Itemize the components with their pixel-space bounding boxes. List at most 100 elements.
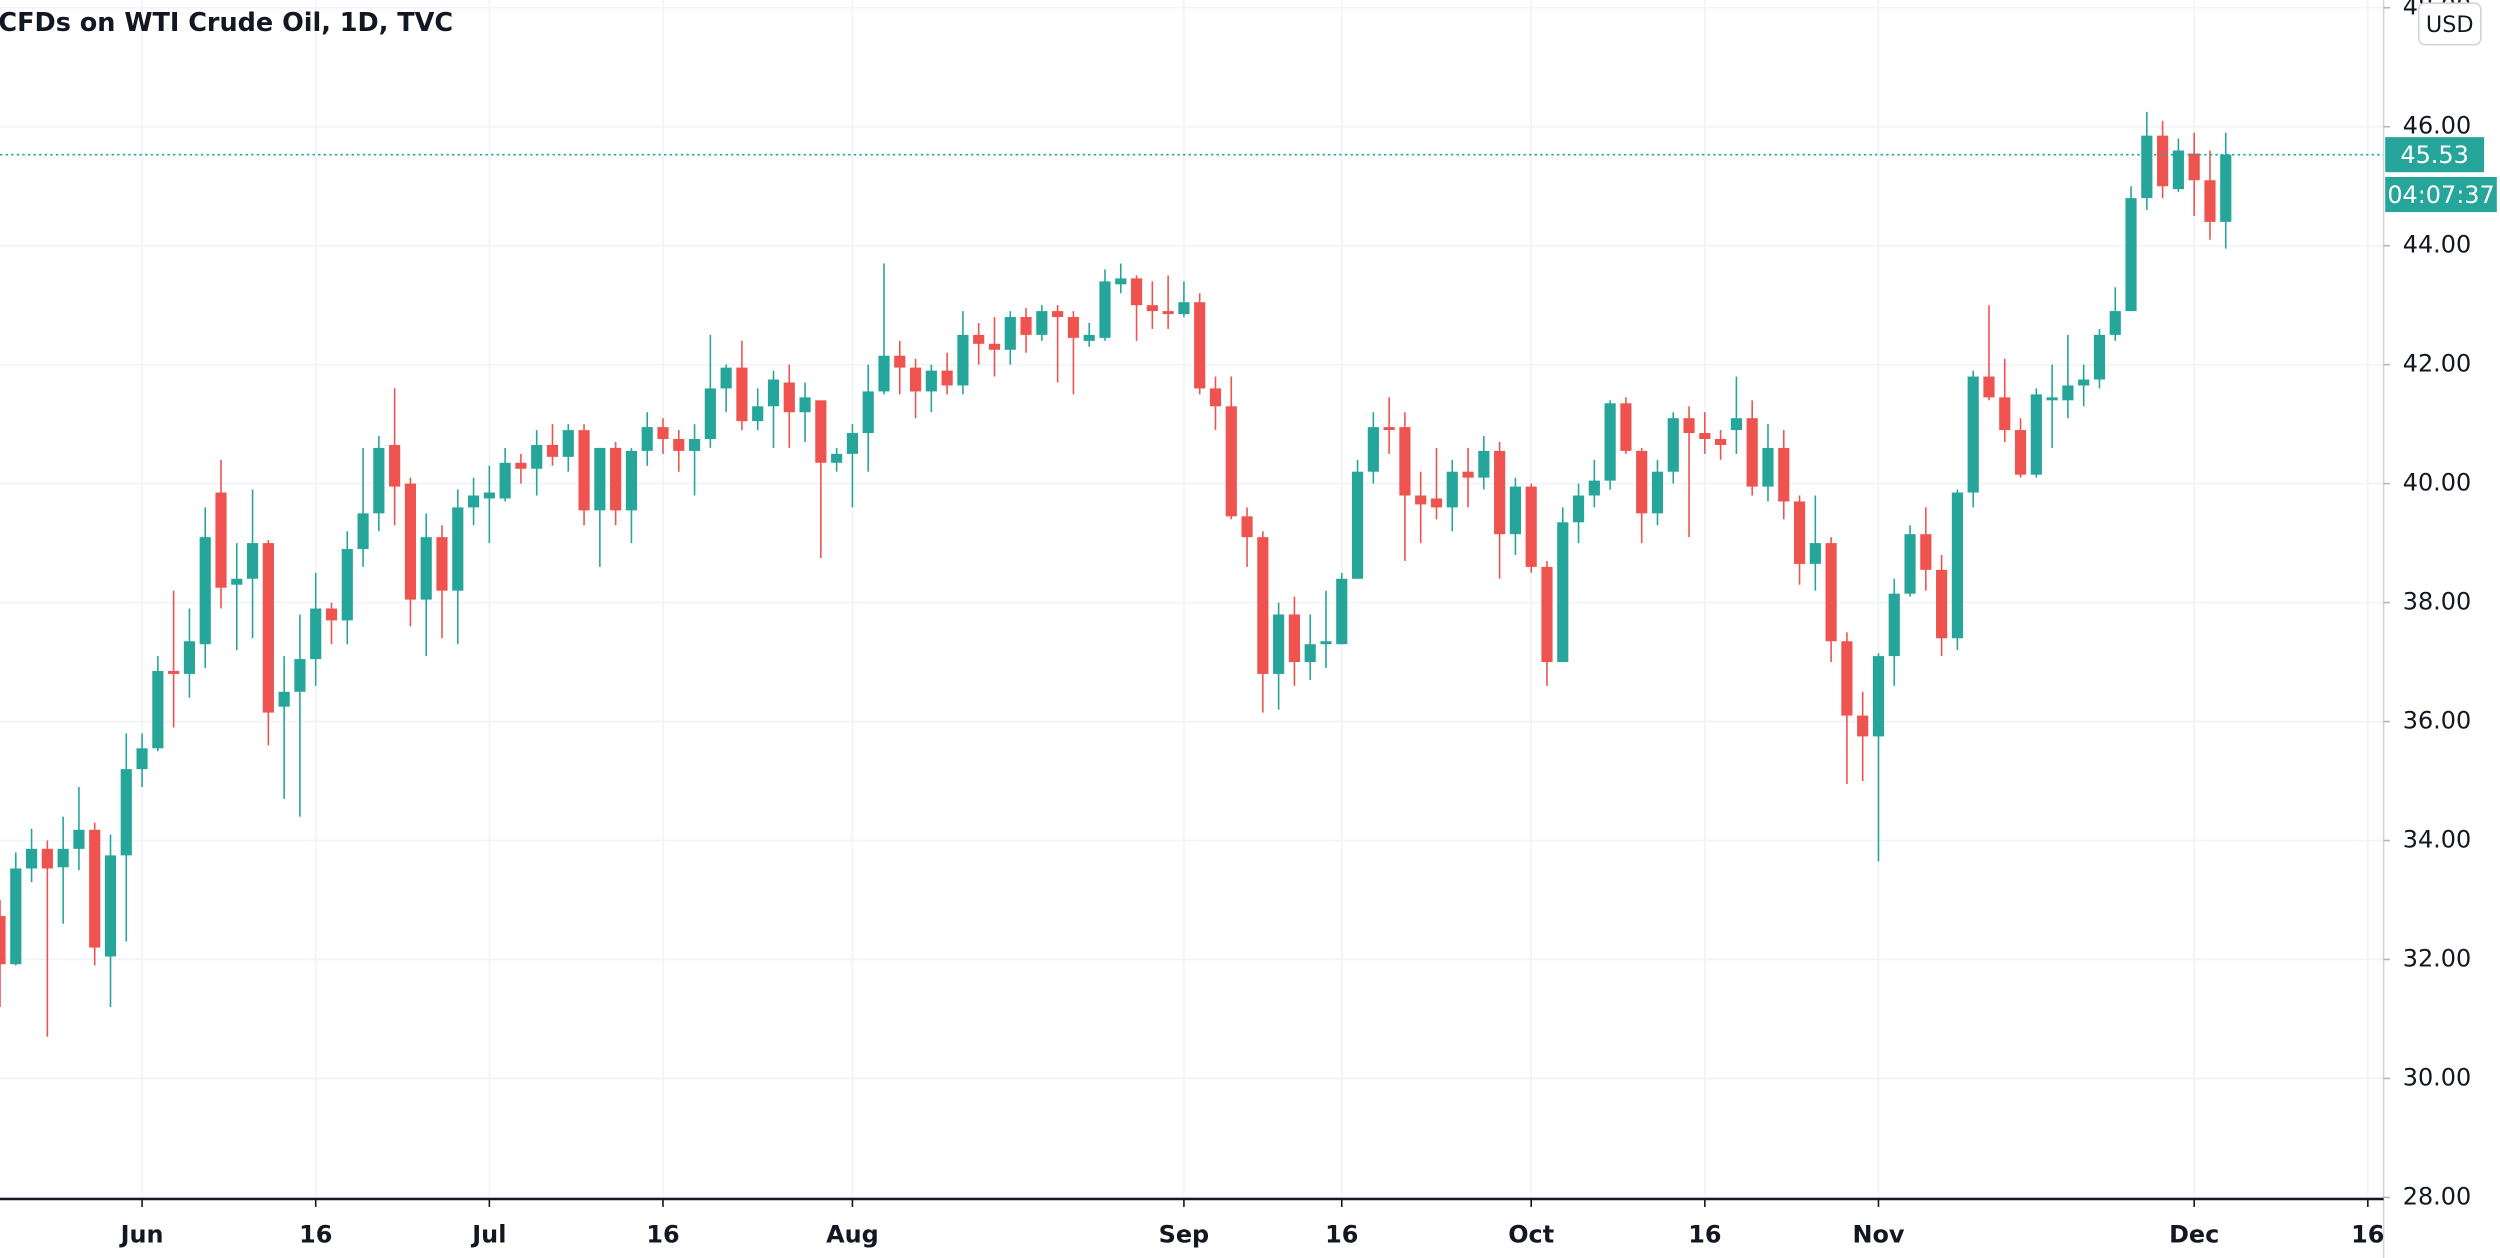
candle-body (1841, 641, 1853, 716)
candle-body (262, 543, 274, 713)
candle-body (231, 578, 243, 585)
candle-body (531, 444, 543, 469)
candle-body (1336, 578, 1348, 645)
candle-body (1383, 427, 1395, 431)
candle-body (1793, 501, 1806, 564)
candle-body (1730, 418, 1742, 431)
candle-body (389, 444, 401, 487)
candle-body (1572, 495, 1585, 523)
candles (0, 111, 2384, 1037)
candle-body (688, 438, 701, 451)
countdown-label: 04:07:37 (2387, 181, 2494, 209)
candle-body (1036, 311, 1048, 335)
candle-body (10, 868, 22, 965)
candle-body (89, 829, 101, 948)
candle-body (57, 848, 69, 868)
candle-body (1967, 376, 1979, 493)
candle-body (1067, 317, 1079, 338)
candle-body (925, 370, 937, 392)
candle-body (483, 492, 495, 499)
candle-body (104, 855, 117, 957)
currency[interactable]: USD (2426, 12, 2474, 38)
candle-body (973, 334, 985, 344)
candle-body (673, 438, 685, 451)
candle-body (404, 483, 417, 600)
candle-body (310, 608, 322, 660)
axes: 28.00 30.00 32.00 34.00 36.00 38.00 40.00 42.00… (119, 0, 2497, 1249)
candle-body (878, 355, 890, 392)
y-tick-label: 44.00 (2403, 231, 2471, 259)
x-tick-label: Oct (1508, 1221, 1554, 1249)
candle-body (909, 367, 922, 392)
candle-body (1620, 403, 1632, 451)
candle-body (1052, 311, 1064, 318)
candle-body (783, 382, 795, 413)
last-price-box (2385, 137, 2485, 173)
candle-body (1162, 311, 1174, 315)
candle-body (1809, 543, 1821, 564)
candle-body (720, 367, 732, 389)
candle-body (1304, 644, 1316, 663)
candle-body (1130, 278, 1143, 306)
candle-body (1288, 614, 1300, 663)
candle-body (1367, 427, 1379, 472)
candle-body (1683, 418, 1695, 434)
candle-body (0, 916, 6, 965)
y-tick-label: 34.00 (2403, 826, 2471, 854)
x-tick-label: Jun (119, 1221, 164, 1249)
candle-body (799, 397, 811, 413)
candle-body (2220, 154, 2232, 222)
candle-body (1715, 438, 1727, 445)
candle-body (1936, 569, 1948, 639)
candle-body (436, 537, 448, 591)
candle-body (1430, 498, 1443, 508)
candle-body (120, 769, 132, 856)
candle-body (1541, 566, 1553, 663)
candle-body (641, 427, 653, 451)
candle-body (1651, 471, 1664, 514)
candle-body (1825, 543, 1837, 642)
candle-body (594, 447, 606, 511)
candle-body (546, 444, 559, 457)
candle-body (1241, 516, 1253, 538)
candle-body (1004, 317, 1016, 350)
candle-body (199, 537, 211, 645)
candle-body (136, 748, 148, 770)
candle-body (988, 343, 1001, 350)
candle-body (862, 391, 874, 434)
candle-body (767, 379, 780, 407)
candle-body (2141, 135, 2153, 199)
candle-body (1999, 397, 2011, 431)
candle-body (957, 334, 969, 386)
candle-body (752, 406, 764, 422)
y-tick-label: 36.00 (2403, 707, 2471, 735)
y-tick-label: 32.00 (2403, 944, 2471, 972)
candle-body (1604, 403, 1616, 481)
candle-body (1509, 486, 1521, 535)
candle-body (2062, 385, 2074, 401)
candle-body (2188, 153, 2200, 181)
x-tick-label: Dec (2169, 1221, 2219, 1249)
x-tick-label: Aug (826, 1221, 879, 1249)
candle-body (1478, 450, 1490, 478)
chart-title: CFDs on WTI Crude Oil, 1D, TVC (0, 8, 453, 38)
candle-body (373, 447, 385, 514)
y-tick-label: 28.00 (2403, 1182, 2471, 1210)
y-tick-label: 42.00 (2403, 350, 2471, 378)
candle-body (815, 400, 827, 463)
candle-body (278, 691, 290, 707)
candle-body (168, 670, 180, 674)
candle-body (73, 829, 85, 849)
candle-body (2030, 394, 2042, 475)
currency-box[interactable] (2417, 2, 2482, 46)
candle-body (325, 608, 338, 621)
candle-body (657, 427, 669, 439)
candle-body (1225, 406, 1237, 517)
candle-body (2157, 135, 2169, 187)
x-tick-label: 16 (646, 1221, 679, 1249)
candle-body (499, 462, 511, 499)
candle-body (2046, 397, 2058, 401)
y-tick-label: 40.00 (2403, 469, 2471, 497)
candle-body (2093, 334, 2106, 380)
